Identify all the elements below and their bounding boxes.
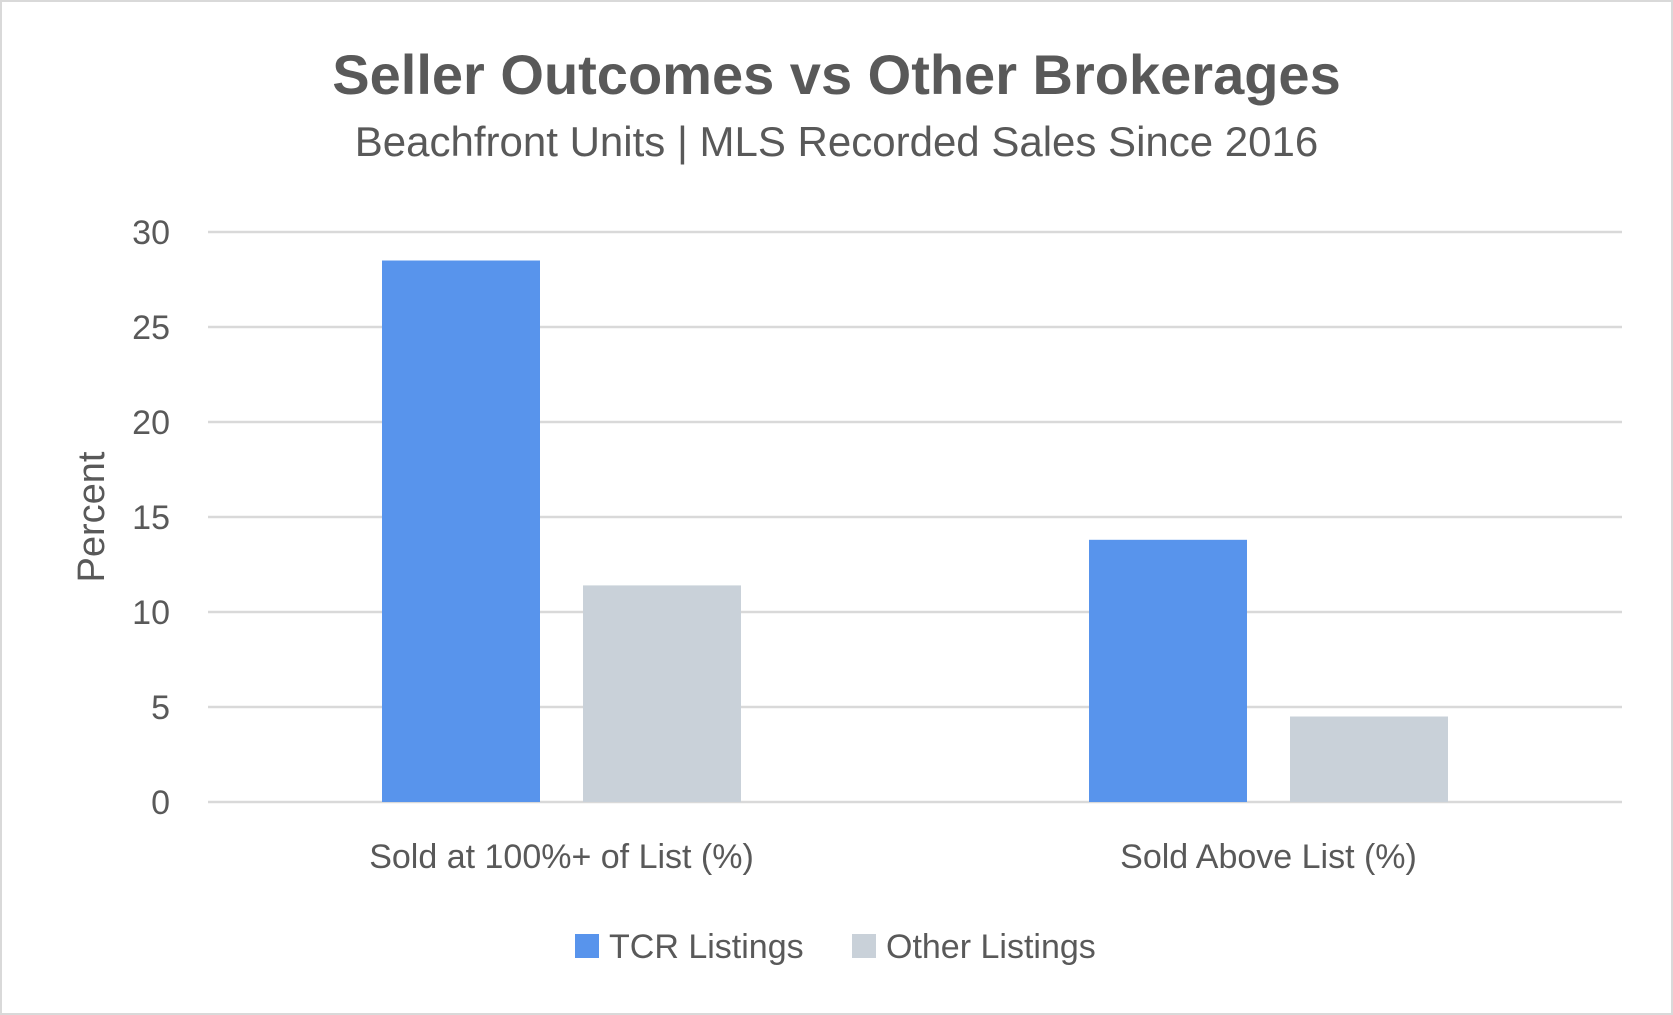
x-category-label: Sold at 100%+ of List (%) [369, 838, 754, 876]
legend-swatch-other [852, 934, 876, 958]
x-category-label: Sold Above List (%) [1120, 838, 1417, 876]
y-tick-label: 30 [132, 214, 170, 252]
chart-subtitle: Beachfront Units | MLS Recorded Sales Si… [354, 118, 1319, 165]
y-tick-label: 5 [151, 689, 170, 727]
legend: TCR Listings Other Listings [575, 928, 1096, 966]
bar-other-1 [1290, 716, 1448, 802]
y-tick-label: 10 [132, 594, 170, 632]
y-tick-label: 20 [132, 404, 170, 442]
y-axis-label: Percent [71, 451, 113, 582]
x-axis-categories: Sold at 100%+ of List (%) Sold Above List… [369, 838, 1417, 876]
y-tick-label: 0 [151, 784, 170, 822]
bar-tcr-1 [1089, 539, 1247, 802]
legend-label-tcr: TCR Listings [609, 928, 804, 966]
y-tick-label: 25 [132, 309, 170, 347]
bar-tcr-0 [382, 260, 540, 802]
bar-other-0 [583, 585, 741, 802]
legend-swatch-tcr [575, 934, 599, 958]
chart-title: Seller Outcomes vs Other Brokerages [332, 43, 1341, 106]
y-tick-label: 15 [132, 499, 170, 537]
y-axis-ticks: 0 5 10 15 20 25 30 [132, 214, 170, 822]
bars [382, 260, 1448, 802]
legend-label-other: Other Listings [886, 928, 1096, 966]
